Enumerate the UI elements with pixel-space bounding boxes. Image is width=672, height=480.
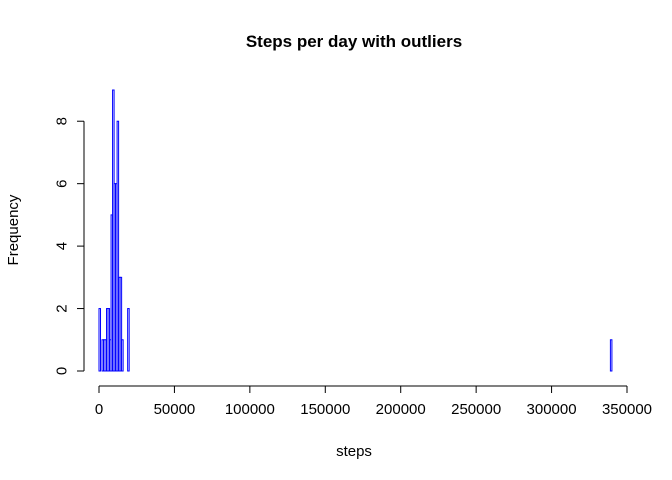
x-tick-label: 50000 <box>154 401 196 418</box>
histogram-bar <box>609 339 613 372</box>
x-axis-label: steps <box>336 443 372 460</box>
chart-title: Steps per day with outliers <box>246 32 462 51</box>
histogram-bar <box>119 276 123 372</box>
y-tick-label: 2 <box>54 304 71 312</box>
y-tick-label: 8 <box>54 117 71 125</box>
y-tick-label: 0 <box>54 367 71 375</box>
y-axis: 0 2 4 6 8 <box>54 117 85 375</box>
x-tick-label: 0 <box>95 401 103 418</box>
histogram-bars <box>98 89 613 372</box>
x-tick-label: 150000 <box>300 401 350 418</box>
histogram-bar <box>98 308 102 372</box>
x-tick-label: 300000 <box>527 401 577 418</box>
x-axis: 0 50000 100000 150000 200000 250000 300000 3500… <box>95 385 652 418</box>
y-axis-label: Frequency <box>5 194 22 265</box>
histogram-bar <box>127 308 130 372</box>
histogram-bar <box>121 339 124 372</box>
histogram-bar <box>116 120 120 372</box>
x-tick-label: 100000 <box>225 401 275 418</box>
x-tick-label: 350000 <box>602 401 652 418</box>
x-tick-label: 200000 <box>376 401 426 418</box>
y-tick-label: 4 <box>54 242 71 250</box>
x-tick-label: 250000 <box>451 401 501 418</box>
y-tick-label: 6 <box>54 179 71 187</box>
